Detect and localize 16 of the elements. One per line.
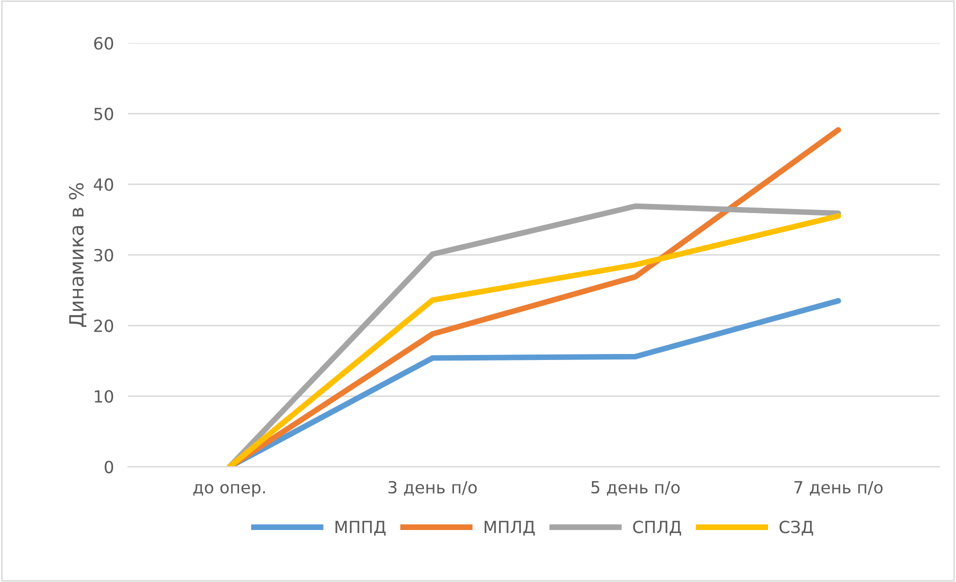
y-tick-label: 10 [94, 390, 114, 403]
y-tick-label: 50 [94, 108, 114, 120]
y-tick-label: 40 [94, 178, 114, 191]
legend-label: МППД [336, 520, 386, 536]
x-tick-label: 5 день п/о [591, 481, 680, 496]
legend-label: СПЛД [633, 520, 682, 536]
x-tick-label: 7 день п/о [794, 481, 883, 496]
x-tick-label: до опер. [193, 484, 265, 497]
x-tick-label: 3 день п/о [388, 480, 477, 496]
y-tick-label: 60 [94, 37, 114, 50]
y-tick-label: 30 [94, 248, 114, 262]
y-tick-label: 20 [94, 319, 114, 332]
legend-label: МПЛД [484, 520, 535, 536]
legend-label: СЗД [780, 520, 814, 536]
y-tick-label: 0 [104, 460, 114, 474]
y-axis-title: Динамика в % [68, 183, 86, 327]
